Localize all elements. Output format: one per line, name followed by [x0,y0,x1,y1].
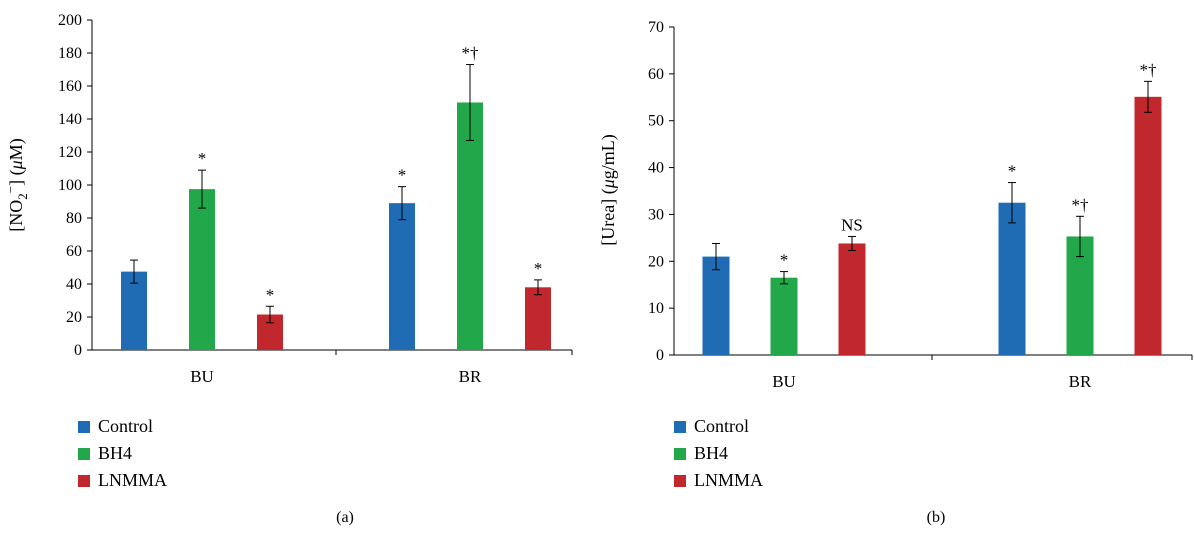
x-tick-label: BR [459,367,482,386]
x-tick-label: BU [190,367,214,386]
y-tick-label: 70 [648,19,664,36]
axes [674,27,1192,355]
significance-label: *† [462,44,479,63]
significance-label: *† [1140,60,1157,79]
y-tick-label: 160 [58,78,82,95]
bar [1135,97,1162,355]
legend-swatch [78,475,90,487]
y-tick-label: 40 [648,160,664,177]
significance-label: * [198,149,207,168]
y-tick-label: 30 [648,206,664,223]
y-label-part: [Urea] ( [598,188,619,245]
y-label-part: g/mL) [598,134,619,179]
bar [999,203,1026,355]
legend-label: LNMMA [98,470,167,490]
axes [92,20,572,350]
y-tick-label: 60 [648,66,664,83]
legend-label: Control [98,416,153,436]
y-tick-label: 140 [58,111,82,128]
y-tick-label: 80 [66,210,82,227]
y-tick-label: 200 [58,12,82,29]
x-tick-label: BU [772,372,796,391]
y-label-part: μ [6,160,26,170]
y-tick-label: 0 [74,342,82,359]
y-label-part: ] ( [6,169,27,186]
bar [703,257,730,355]
bar [189,189,215,350]
legend-swatch [78,448,90,460]
legend-swatch [78,421,90,433]
y-tick-label: 0 [656,347,664,364]
y-tick-label: 60 [66,243,82,260]
panel-label: (b) [927,509,946,526]
y-tick-label: 10 [648,300,664,317]
significance-label: * [1008,162,1017,181]
y-tick-label: 120 [58,144,82,161]
bar [839,243,866,355]
legend-swatch [674,421,686,433]
y-label-sup: − [3,186,18,193]
y-tick-label: 20 [66,309,82,326]
legend-label: BH4 [98,443,132,463]
y-tick-label: 40 [66,276,82,293]
chart-panel-a: 0 20 40 60 80 100 120 140 160 180 200 BU BR * * *† * * [NO… [3,12,572,526]
significance-label: NS [841,215,863,234]
y-tick-label: 20 [648,253,664,270]
y-axis-label: [NO2−] (μM) [3,138,30,231]
legend-label: BH4 [694,443,728,463]
significance-label: * [780,251,789,270]
legend-label: LNMMA [694,470,763,490]
y-tick-label: 100 [58,177,82,194]
y-label-part: μ [598,179,618,189]
significance-label: *† [1072,195,1089,214]
y-tick-label: 180 [58,45,82,62]
chart-panel-b: 0 10 20 30 40 50 60 70 BU BR * * *† NS *† [Urea] (μg/mL… [598,19,1192,526]
bar [771,278,798,355]
bar [389,203,415,350]
significance-label: * [266,285,275,304]
legend-swatch [674,448,686,460]
y-label-part: [NO [6,200,26,232]
y-tick-label: 50 [648,113,664,130]
y-label-part: M) [6,138,27,160]
legend-swatch [674,475,686,487]
x-tick-label: BR [1069,372,1092,391]
bar [525,287,551,350]
legend-label: Control [694,416,749,436]
significance-label: * [398,166,407,185]
y-axis-label: [Urea] (μg/mL) [598,134,619,246]
panel-label: (a) [336,509,354,526]
significance-label: * [534,259,543,278]
